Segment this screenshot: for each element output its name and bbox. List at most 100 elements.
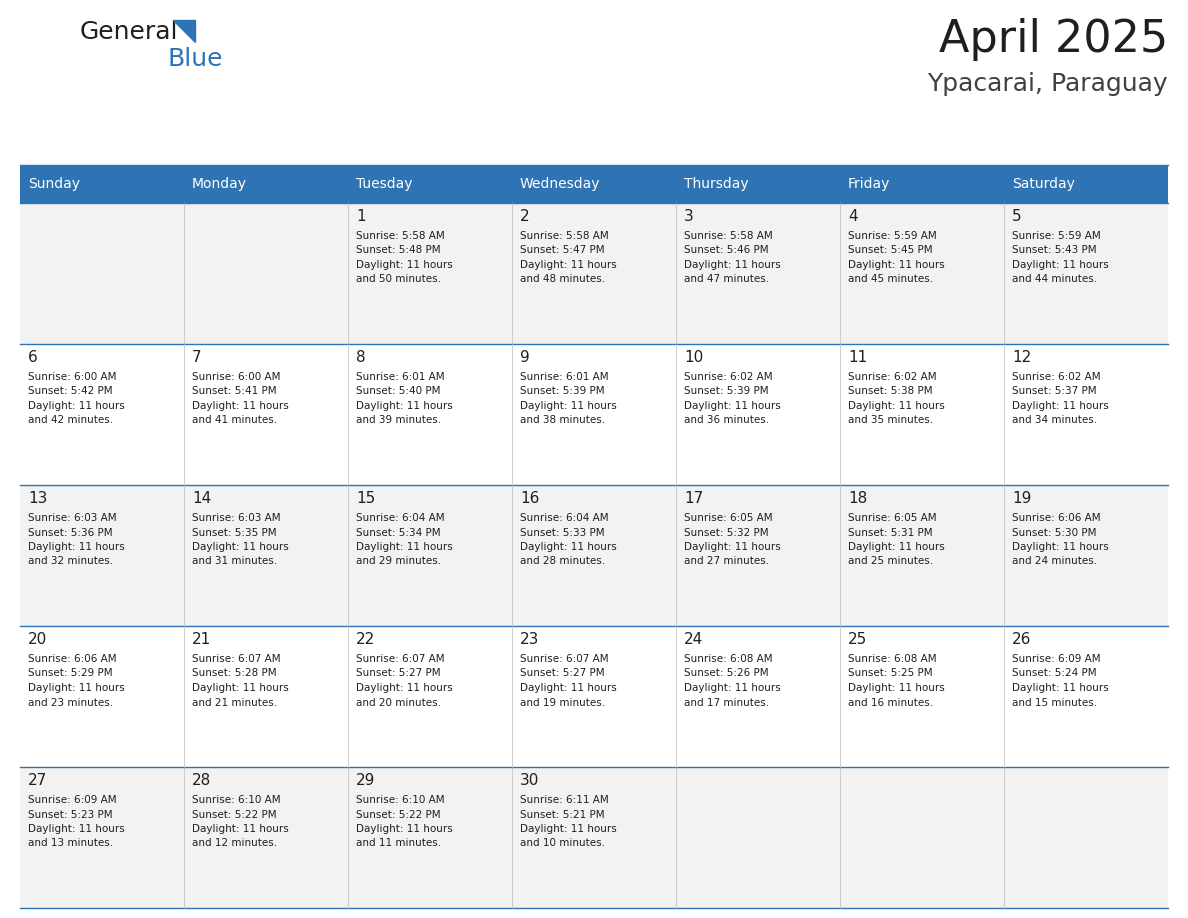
Text: Sunday: Sunday [29,177,80,191]
Text: 17: 17 [684,491,703,506]
Text: and 29 minutes.: and 29 minutes. [356,556,441,566]
Text: and 38 minutes.: and 38 minutes. [520,416,605,426]
Text: Sunrise: 6:07 AM: Sunrise: 6:07 AM [192,654,280,664]
Text: and 50 minutes.: and 50 minutes. [356,274,441,285]
Text: Sunset: 5:27 PM: Sunset: 5:27 PM [356,668,441,678]
Text: 1: 1 [356,209,366,224]
Text: Daylight: 11 hours: Daylight: 11 hours [684,401,781,411]
Text: 5: 5 [1012,209,1022,224]
Text: and 20 minutes.: and 20 minutes. [356,698,441,708]
Text: and 39 minutes.: and 39 minutes. [356,416,441,426]
Text: Sunset: 5:25 PM: Sunset: 5:25 PM [848,668,933,678]
Text: 20: 20 [29,632,48,647]
Text: and 31 minutes.: and 31 minutes. [192,556,277,566]
Text: Sunset: 5:26 PM: Sunset: 5:26 PM [684,668,769,678]
Text: Daylight: 11 hours: Daylight: 11 hours [356,260,453,270]
Text: 10: 10 [684,350,703,365]
Text: Sunset: 5:48 PM: Sunset: 5:48 PM [356,245,441,255]
Text: 8: 8 [356,350,366,365]
Text: 25: 25 [848,632,867,647]
Text: and 42 minutes.: and 42 minutes. [29,416,113,426]
Text: Friday: Friday [848,177,890,191]
Text: Sunrise: 6:05 AM: Sunrise: 6:05 AM [684,513,772,523]
Text: 14: 14 [192,491,211,506]
Text: Sunset: 5:24 PM: Sunset: 5:24 PM [1012,668,1097,678]
Text: 11: 11 [848,350,867,365]
Text: Sunrise: 5:59 AM: Sunrise: 5:59 AM [848,231,937,241]
Text: Daylight: 11 hours: Daylight: 11 hours [29,683,125,693]
Bar [20,203,1168,344]
Text: Sunrise: 5:58 AM: Sunrise: 5:58 AM [520,231,608,241]
Text: Sunset: 5:31 PM: Sunset: 5:31 PM [848,528,933,538]
Text: Sunrise: 5:59 AM: Sunrise: 5:59 AM [1012,231,1101,241]
Text: Daylight: 11 hours: Daylight: 11 hours [1012,401,1108,411]
Text: Sunset: 5:35 PM: Sunset: 5:35 PM [192,528,277,538]
Text: Tuesday: Tuesday [356,177,412,191]
Text: Daylight: 11 hours: Daylight: 11 hours [356,542,453,552]
Text: Daylight: 11 hours: Daylight: 11 hours [684,683,781,693]
Text: 15: 15 [356,491,375,506]
Text: Wednesday: Wednesday [520,177,600,191]
Text: Sunrise: 5:58 AM: Sunrise: 5:58 AM [684,231,772,241]
Text: Sunset: 5:33 PM: Sunset: 5:33 PM [520,528,605,538]
Bar [20,626,1168,767]
Text: 30: 30 [520,773,539,788]
Text: Daylight: 11 hours: Daylight: 11 hours [192,401,289,411]
Text: Sunrise: 6:10 AM: Sunrise: 6:10 AM [356,795,444,805]
Text: Daylight: 11 hours: Daylight: 11 hours [520,401,617,411]
Text: Daylight: 11 hours: Daylight: 11 hours [520,824,617,834]
Text: Daylight: 11 hours: Daylight: 11 hours [1012,683,1108,693]
Polygon shape [173,20,195,42]
Text: 19: 19 [1012,491,1031,506]
Text: Sunset: 5:39 PM: Sunset: 5:39 PM [684,386,769,397]
Text: and 34 minutes.: and 34 minutes. [1012,416,1098,426]
Text: Sunset: 5:37 PM: Sunset: 5:37 PM [1012,386,1097,397]
Text: Daylight: 11 hours: Daylight: 11 hours [29,401,125,411]
Text: Sunrise: 6:09 AM: Sunrise: 6:09 AM [1012,654,1100,664]
Text: 9: 9 [520,350,530,365]
Text: Daylight: 11 hours: Daylight: 11 hours [192,683,289,693]
Text: Sunrise: 6:06 AM: Sunrise: 6:06 AM [1012,513,1100,523]
Text: Daylight: 11 hours: Daylight: 11 hours [848,260,944,270]
Text: Daylight: 11 hours: Daylight: 11 hours [520,260,617,270]
Text: Sunrise: 6:08 AM: Sunrise: 6:08 AM [684,654,772,664]
Text: and 41 minutes.: and 41 minutes. [192,416,277,426]
Text: Sunset: 5:36 PM: Sunset: 5:36 PM [29,528,113,538]
Text: Sunset: 5:45 PM: Sunset: 5:45 PM [848,245,933,255]
Text: and 47 minutes.: and 47 minutes. [684,274,769,285]
Text: 21: 21 [192,632,211,647]
Text: Sunset: 5:30 PM: Sunset: 5:30 PM [1012,528,1097,538]
Text: and 13 minutes.: and 13 minutes. [29,838,113,848]
Bar [20,485,1168,626]
Text: Sunset: 5:32 PM: Sunset: 5:32 PM [684,528,769,538]
Text: and 28 minutes.: and 28 minutes. [520,556,605,566]
Text: Sunrise: 6:06 AM: Sunrise: 6:06 AM [29,654,116,664]
Text: Sunrise: 6:08 AM: Sunrise: 6:08 AM [848,654,936,664]
Text: and 45 minutes.: and 45 minutes. [848,274,933,285]
Text: Sunrise: 6:10 AM: Sunrise: 6:10 AM [192,795,280,805]
Text: Sunset: 5:41 PM: Sunset: 5:41 PM [192,386,277,397]
Text: and 25 minutes.: and 25 minutes. [848,556,933,566]
Bar [20,767,1168,908]
Text: Sunrise: 6:02 AM: Sunrise: 6:02 AM [848,372,936,382]
Text: Sunrise: 6:04 AM: Sunrise: 6:04 AM [356,513,444,523]
Text: and 44 minutes.: and 44 minutes. [1012,274,1098,285]
Text: Daylight: 11 hours: Daylight: 11 hours [520,683,617,693]
Text: Sunset: 5:38 PM: Sunset: 5:38 PM [848,386,933,397]
Text: 3: 3 [684,209,694,224]
Text: Daylight: 11 hours: Daylight: 11 hours [520,542,617,552]
Text: Sunset: 5:40 PM: Sunset: 5:40 PM [356,386,441,397]
Text: Daylight: 11 hours: Daylight: 11 hours [848,683,944,693]
Text: and 17 minutes.: and 17 minutes. [684,698,769,708]
Text: Sunset: 5:43 PM: Sunset: 5:43 PM [1012,245,1097,255]
Text: 22: 22 [356,632,375,647]
Text: Sunrise: 6:03 AM: Sunrise: 6:03 AM [192,513,280,523]
Text: and 36 minutes.: and 36 minutes. [684,416,769,426]
Text: and 19 minutes.: and 19 minutes. [520,698,605,708]
Text: Sunset: 5:42 PM: Sunset: 5:42 PM [29,386,113,397]
Text: April 2025: April 2025 [939,18,1168,61]
Text: Daylight: 11 hours: Daylight: 11 hours [1012,260,1108,270]
Text: and 21 minutes.: and 21 minutes. [192,698,277,708]
Text: 12: 12 [1012,350,1031,365]
Text: Sunrise: 6:03 AM: Sunrise: 6:03 AM [29,513,116,523]
